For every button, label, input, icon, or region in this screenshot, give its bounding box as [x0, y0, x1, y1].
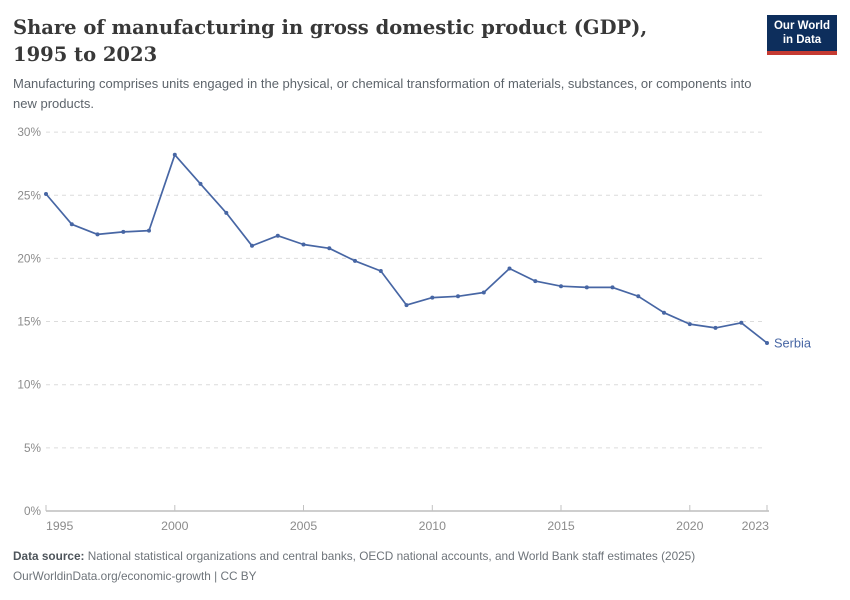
- owid-url-link[interactable]: OurWorldinData.org/economic-growth: [13, 569, 211, 583]
- owid-logo-text-line2: in Data: [782, 33, 822, 46]
- data-point[interactable]: [198, 181, 203, 186]
- data-point[interactable]: [275, 233, 280, 238]
- x-axis-tick-label: 1995: [46, 519, 74, 533]
- x-axis-tick-label: 2023: [742, 519, 770, 533]
- data-source-line: Data source: National statistical organi…: [13, 546, 695, 566]
- x-axis-tick-label: 2010: [419, 519, 447, 533]
- data-source-label: Data source:: [13, 549, 85, 563]
- x-axis-tick-label: 2005: [290, 519, 318, 533]
- y-axis-tick-label: 15%: [17, 315, 41, 329]
- data-point[interactable]: [121, 229, 126, 234]
- data-point[interactable]: [662, 310, 666, 315]
- x-axis-tick-label: 2015: [547, 519, 575, 533]
- license-link[interactable]: CC BY: [220, 569, 257, 583]
- data-point[interactable]: [713, 325, 718, 330]
- y-axis-tick-label: 20%: [17, 251, 41, 265]
- data-point[interactable]: [636, 294, 641, 299]
- data-point[interactable]: [507, 266, 512, 271]
- data-point[interactable]: [584, 285, 589, 290]
- data-point[interactable]: [687, 322, 692, 327]
- y-axis-tick-label: 30%: [17, 125, 41, 139]
- owid-logo[interactable]: Our World in Data: [767, 15, 837, 55]
- data-point[interactable]: [533, 279, 538, 284]
- series-label-serbia[interactable]: Serbia: [774, 336, 812, 351]
- data-point[interactable]: [301, 242, 306, 247]
- data-point[interactable]: [327, 246, 332, 251]
- data-point[interactable]: [559, 284, 563, 289]
- y-axis-tick-label: 10%: [17, 378, 41, 392]
- data-point[interactable]: [430, 295, 435, 300]
- data-point[interactable]: [353, 258, 357, 263]
- data-point[interactable]: [95, 232, 100, 237]
- serbia-trend-line[interactable]: [45, 153, 768, 344]
- data-point[interactable]: [147, 228, 151, 233]
- y-axis-tick-label: 25%: [17, 188, 41, 202]
- data-point[interactable]: [765, 341, 769, 345]
- data-point[interactable]: [172, 152, 177, 157]
- data-point[interactable]: [378, 269, 383, 273]
- data-point[interactable]: [739, 320, 744, 325]
- footer-separator: |: [214, 569, 218, 583]
- y-axis-tick-label: 5%: [24, 441, 42, 455]
- chart-footer: Data source: National statistical organi…: [13, 546, 695, 586]
- owid-logo-text-line1: Our World: [773, 20, 830, 32]
- data-point[interactable]: [224, 210, 229, 215]
- data-point[interactable]: [69, 222, 74, 227]
- data-point[interactable]: [481, 290, 486, 295]
- data-point[interactable]: [456, 294, 460, 299]
- attribution-line: OurWorldinData.org/economic-growth | CC …: [13, 566, 695, 586]
- chart-subtitle: Manufacturing comprises units engaged in…: [13, 76, 752, 111]
- y-axis-tick-label: 0%: [24, 504, 42, 518]
- data-point[interactable]: [610, 285, 615, 290]
- data-point[interactable]: [250, 243, 254, 248]
- data-point[interactable]: [44, 192, 48, 196]
- data-source-text: National statistical organizations and c…: [87, 549, 696, 563]
- data-point[interactable]: [404, 303, 409, 308]
- x-axis-tick-label: 2020: [676, 519, 704, 533]
- chart-title: Share of manufacturing in gross domestic…: [13, 16, 648, 66]
- x-axis-tick-label: 2000: [161, 519, 189, 533]
